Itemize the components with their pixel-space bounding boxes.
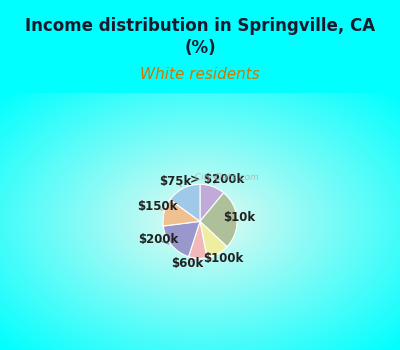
- Text: $150k: $150k: [138, 201, 178, 214]
- Text: Income distribution in Springville, CA
(%): Income distribution in Springville, CA (…: [25, 17, 375, 57]
- Text: $60k: $60k: [172, 257, 204, 270]
- Circle shape: [214, 175, 218, 179]
- Text: $200k: $200k: [138, 233, 178, 246]
- Text: White residents: White residents: [140, 66, 260, 82]
- Wedge shape: [200, 222, 227, 258]
- Text: > $200k: > $200k: [190, 173, 244, 186]
- Text: $10k: $10k: [223, 211, 255, 224]
- Text: City-Data.com: City-Data.com: [189, 173, 258, 182]
- Wedge shape: [188, 222, 207, 258]
- Wedge shape: [200, 193, 237, 247]
- Text: $100k: $100k: [204, 252, 244, 265]
- Text: $75k: $75k: [159, 175, 192, 188]
- Wedge shape: [163, 222, 200, 257]
- Wedge shape: [200, 184, 224, 222]
- Wedge shape: [170, 184, 200, 222]
- Wedge shape: [163, 199, 200, 226]
